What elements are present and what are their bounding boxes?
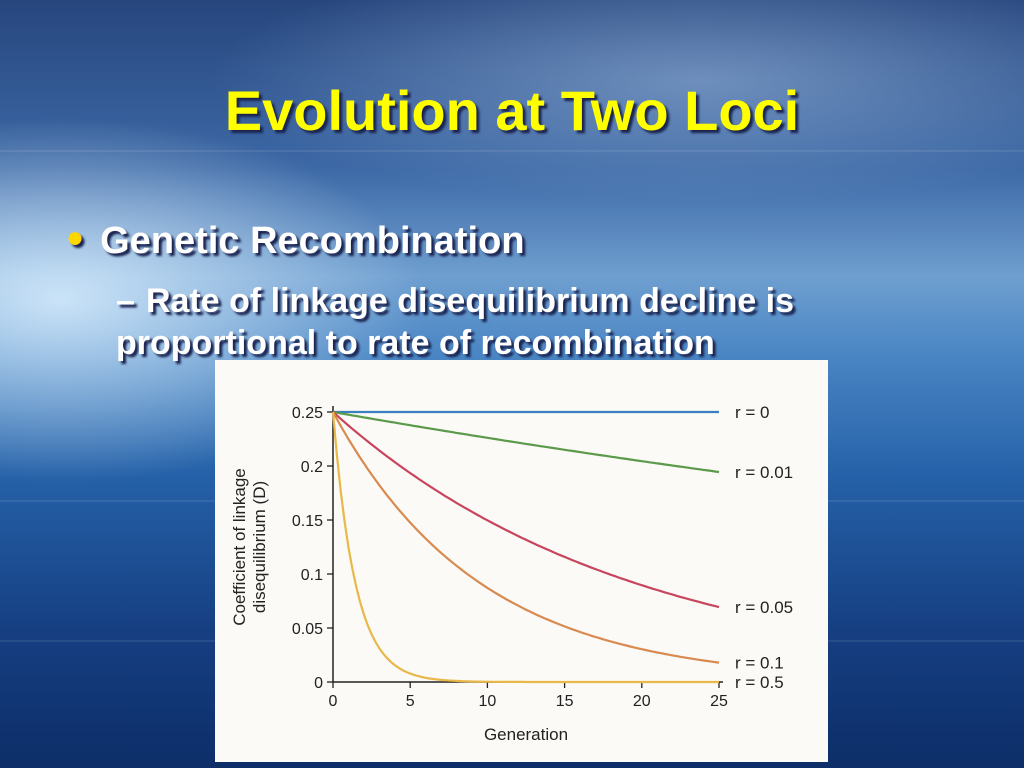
series-label: r = 0.1 [735,654,784,673]
series-line [331,411,719,684]
sub-bullet-text: Rate of linkage disequilibrium decline i… [116,282,795,362]
x-tick-label: 10 [479,693,497,710]
x-axis-title: Generation [484,725,568,744]
bullet-dot-icon: ● [66,221,85,254]
series-label: r = 0.01 [735,463,793,482]
x-tick-label: 15 [556,693,574,710]
bullet-item: ● Genetic Recombination [66,220,525,263]
series-label: r = 0 [735,403,770,422]
y-axis-title: Coefficient of linkagedisequilibrium (D) [230,468,269,626]
y-tick-label: 0 [314,675,323,692]
y-tick-label: 0.05 [292,621,323,638]
sub-bullet-item: – Rate of linkage disequilibrium decline … [116,280,936,364]
background-texture [0,150,1024,152]
y-tick-label: 0.25 [292,405,323,422]
series-line [332,410,720,474]
sub-bullet-dash: – [116,282,135,320]
series-line [332,411,720,664]
slide-title: Evolution at Two Loci [224,79,800,142]
series-line [332,411,720,609]
series-label: r = 0.05 [735,598,793,617]
bullet-text: Genetic Recombination [100,220,525,262]
x-tick-label: 25 [710,693,728,710]
x-tick-label: 0 [329,693,338,710]
linkage-chart: 0 0.05 0.1 0.15 0.2 0.25 0 5 10 15 20 25 Generation C… [230,403,793,744]
chart-figure: 0 0.05 0.1 0.15 0.2 0.25 0 5 10 15 20 25 Generation C… [215,360,828,762]
y-tick-label: 0.2 [301,459,323,476]
x-tick-label: 5 [406,693,415,710]
x-tick-label: 20 [633,693,651,710]
y-tick-label: 0.1 [301,567,323,584]
series-label: r = 0.5 [735,673,784,692]
y-tick-label: 0.15 [292,513,323,530]
